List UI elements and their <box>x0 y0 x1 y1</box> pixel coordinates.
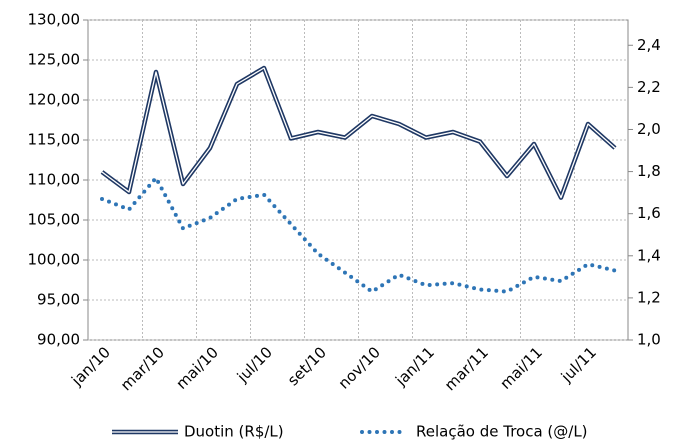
x-tick-label: mai/10 <box>172 343 222 393</box>
y-tick-label: 110,00 <box>28 171 81 189</box>
y2-tick-label: 1,8 <box>637 162 661 180</box>
y-tick-label: 90,00 <box>37 331 80 349</box>
y2-tick-label: 2,4 <box>637 36 661 54</box>
x-tick-label: jan/10 <box>67 343 114 390</box>
x-tick-label: nov/10 <box>335 343 384 392</box>
line-series-inner <box>101 67 616 199</box>
y-tick-label: 95,00 <box>37 291 80 309</box>
y-tick-label: 130,00 <box>28 11 81 29</box>
x-tick-label: mar/11 <box>441 343 492 394</box>
x-tick-label: jul/11 <box>557 343 600 386</box>
y-tick-label: 120,00 <box>28 91 81 109</box>
x-tick-label: mai/11 <box>496 343 546 393</box>
x-tick-label: jan/11 <box>391 343 438 390</box>
y2-tick-label: 1,4 <box>637 246 661 264</box>
y2-tick-label: 1,6 <box>637 204 661 222</box>
y-tick-label: 115,00 <box>28 131 81 149</box>
y2-tick-label: 1,2 <box>637 288 661 306</box>
y2-tick-label: 1,0 <box>637 331 661 349</box>
y-tick-label: 105,00 <box>28 211 81 229</box>
line-series <box>100 174 617 294</box>
y-tick-label: 100,00 <box>28 251 81 269</box>
y-tick-label: 125,00 <box>28 51 81 69</box>
legend-label: Duotin (R$/L) <box>184 423 284 441</box>
x-tick-label: set/10 <box>284 343 330 389</box>
y2-tick-label: 2,0 <box>637 120 661 138</box>
y2-tick-label: 2,2 <box>637 78 661 96</box>
x-tick-label: mar/10 <box>117 343 168 394</box>
legend-label: Relação de Troca (@/L) <box>416 423 588 441</box>
x-tick-label: jul/10 <box>233 343 276 386</box>
